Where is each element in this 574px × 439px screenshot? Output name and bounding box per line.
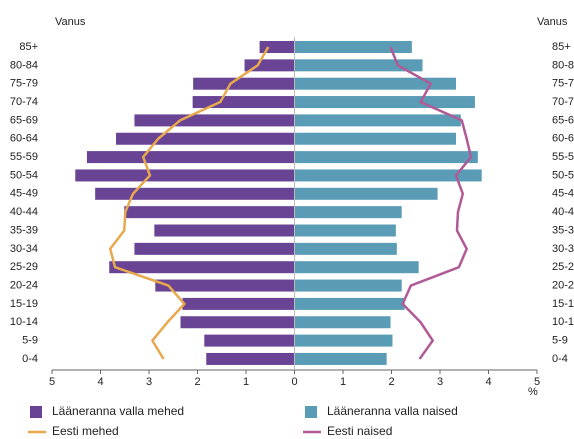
bar <box>180 316 295 329</box>
age-label-left: 45-49 <box>10 188 38 200</box>
age-label-right: 10-14 <box>552 316 574 328</box>
age-label-left: 30-34 <box>10 243 38 255</box>
legend-label: Eesti mehed <box>52 424 119 438</box>
bar <box>294 261 419 274</box>
bar <box>86 151 295 164</box>
bar <box>294 41 412 53</box>
bar <box>134 242 295 255</box>
age-label-left: 0-4 <box>22 353 38 365</box>
x-tick-label: 4 <box>97 376 103 388</box>
age-label-left: 40-44 <box>10 206 38 218</box>
bar <box>294 59 423 72</box>
y-axis-label-right: Vanus <box>537 16 568 28</box>
age-label-right: 50-54 <box>552 169 574 181</box>
legend-label: Lääneranna valla mehed <box>52 404 184 418</box>
x-tick-label: 1 <box>243 376 249 388</box>
x-tick-label: 5 <box>49 376 55 388</box>
age-label-left: 80-84 <box>10 59 38 71</box>
age-label-right: 85+ <box>552 41 571 53</box>
age-label-right: 25-29 <box>552 261 574 273</box>
bar <box>155 279 295 292</box>
bar <box>75 169 295 182</box>
bar <box>109 261 295 274</box>
bar <box>294 352 387 365</box>
bar <box>294 242 397 255</box>
bar <box>294 334 393 347</box>
x-tick-label: 2 <box>388 376 394 388</box>
bar <box>259 41 295 53</box>
bar <box>204 334 295 347</box>
age-label-left: 60-64 <box>10 133 38 145</box>
x-tick-label: 2 <box>194 376 200 388</box>
x-tick-label: 4 <box>485 376 491 388</box>
age-label-right: 75-79 <box>552 78 574 90</box>
age-label-right: 30-34 <box>552 243 574 255</box>
bar <box>294 206 402 219</box>
age-label-right: 60-64 <box>552 133 574 145</box>
bar <box>294 169 482 182</box>
age-label-left: 5-9 <box>22 335 38 347</box>
bar <box>134 114 295 127</box>
age-label-right: 5-9 <box>552 335 568 347</box>
bar <box>294 224 396 237</box>
legend-swatch <box>30 406 42 418</box>
bar <box>294 132 457 145</box>
age-label-left: 20-24 <box>10 279 38 291</box>
age-label-left: 35-39 <box>10 224 38 236</box>
bar <box>294 187 438 200</box>
bar <box>193 77 295 90</box>
y-axis-label-left: Vanus <box>55 16 86 28</box>
x-tick-label: 3 <box>146 376 152 388</box>
age-label-right: 20-24 <box>552 279 574 291</box>
age-label-left: 25-29 <box>10 261 38 273</box>
legend-label: Lääneranna valla naised <box>327 404 458 418</box>
age-label-right: 80-84 <box>552 59 574 71</box>
bar <box>192 96 295 109</box>
age-label-right: 0-4 <box>552 353 568 365</box>
age-label-right: 70-74 <box>552 96 574 108</box>
x-tick-label: 1 <box>340 376 346 388</box>
age-label-right: 15-19 <box>552 298 574 310</box>
bar <box>116 132 295 145</box>
x-tick-label: 5 <box>534 376 540 388</box>
bar <box>294 297 405 310</box>
bar <box>206 352 295 365</box>
bar <box>294 114 461 127</box>
bar <box>294 77 457 90</box>
age-label-left: 70-74 <box>10 96 38 108</box>
age-label-right: 65-69 <box>552 114 574 126</box>
x-tick-label: 3 <box>437 376 443 388</box>
age-label-left: 15-19 <box>10 298 38 310</box>
bar <box>154 224 295 237</box>
age-label-left: 85+ <box>19 41 38 53</box>
legend-label: Eesti naised <box>327 424 392 438</box>
bar <box>182 297 295 310</box>
bar <box>294 279 402 292</box>
line <box>108 46 270 360</box>
age-label-left: 75-79 <box>10 78 38 90</box>
bar <box>124 206 295 219</box>
bar <box>95 187 295 200</box>
age-label-left: 55-59 <box>10 151 38 163</box>
legend-swatch <box>305 406 317 418</box>
bar <box>244 59 295 72</box>
line <box>389 46 473 360</box>
age-label-left: 65-69 <box>10 114 38 126</box>
x-axis-label: % <box>528 386 538 398</box>
age-label-right: 55-59 <box>552 151 574 163</box>
bar <box>294 96 475 109</box>
bar <box>294 151 478 164</box>
age-label-right: 35-39 <box>552 224 574 236</box>
age-label-right: 45-49 <box>552 188 574 200</box>
bar <box>294 316 391 329</box>
age-label-left: 50-54 <box>10 169 38 181</box>
x-tick-label: 0 <box>291 376 297 388</box>
age-label-left: 10-14 <box>10 316 38 328</box>
age-label-right: 40-44 <box>552 206 574 218</box>
